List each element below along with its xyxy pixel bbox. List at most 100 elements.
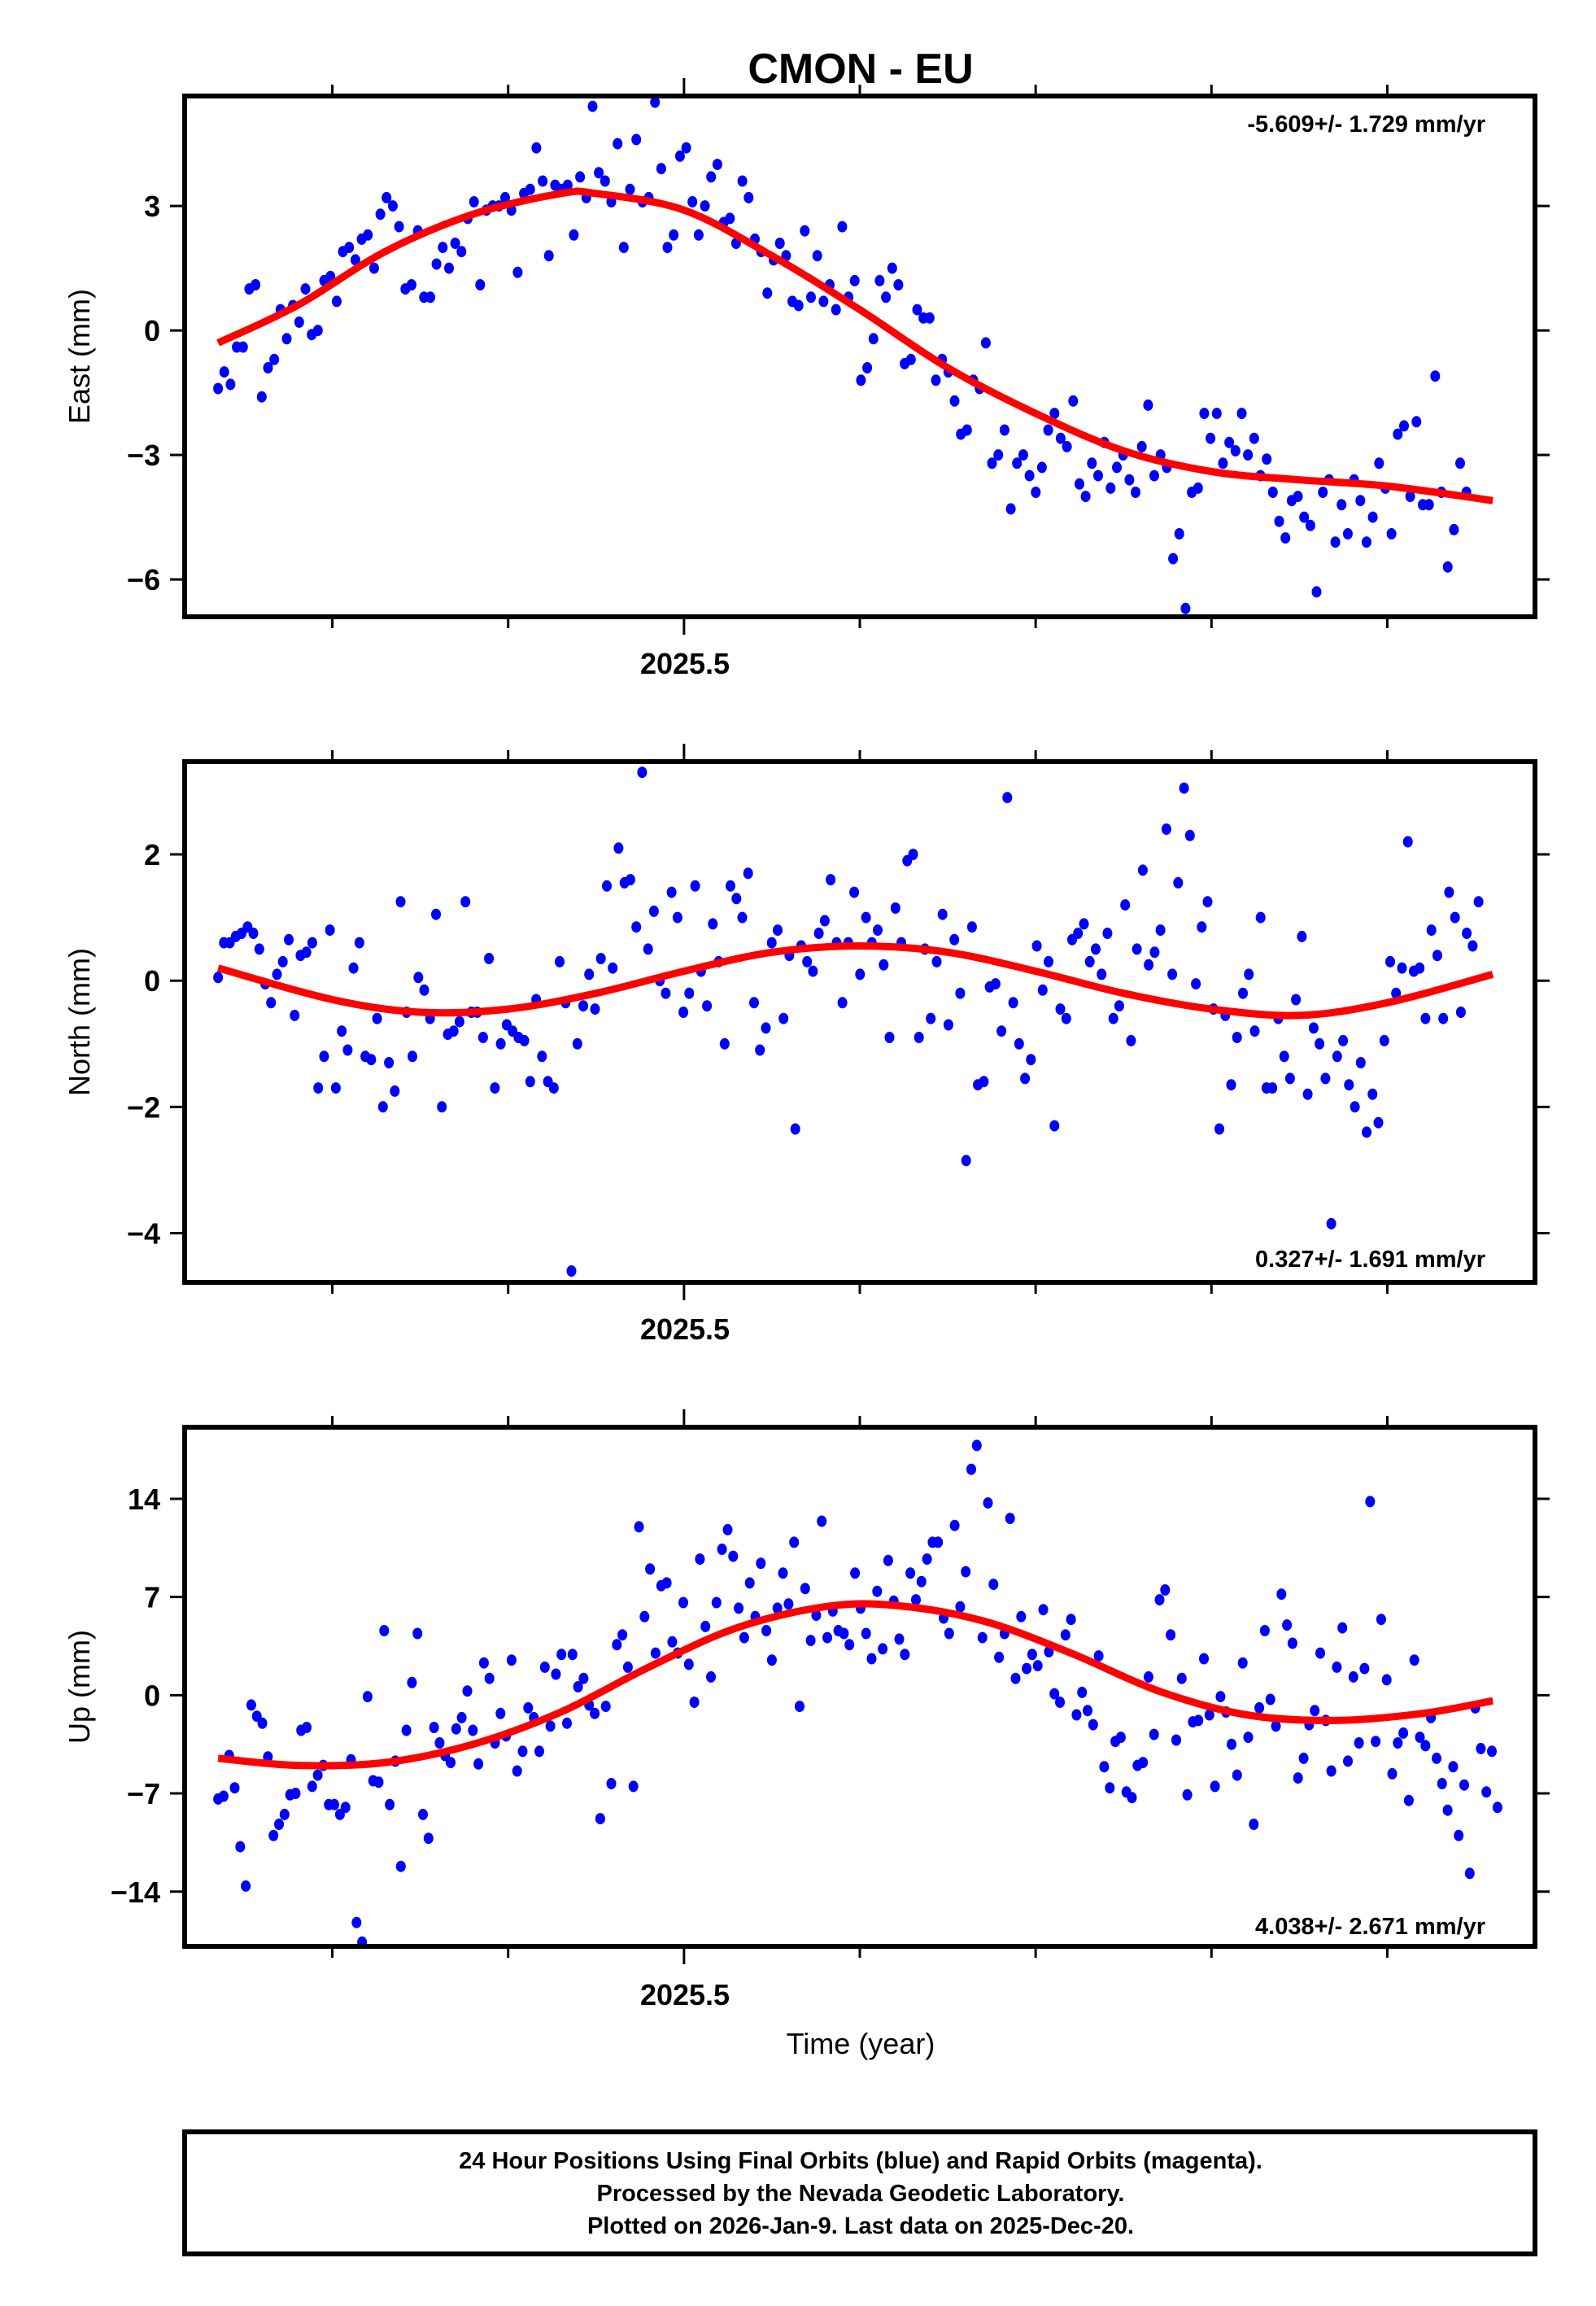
north-data-point — [1014, 1037, 1024, 1050]
north-data-point — [613, 842, 624, 854]
east-data-point — [1393, 428, 1403, 440]
up-data-point — [1481, 1786, 1492, 1798]
east-data-point — [1093, 469, 1103, 482]
east-data-point — [613, 138, 623, 150]
east-data-point — [475, 279, 486, 290]
up-data-point — [916, 1575, 927, 1588]
up-data-point — [218, 1790, 229, 1802]
east-data-point — [1211, 408, 1222, 420]
north-data-point — [631, 921, 642, 933]
east-data-point — [344, 242, 355, 254]
east-data-point — [800, 225, 810, 237]
east-data-point — [538, 175, 548, 187]
up-data-point — [1393, 1737, 1403, 1749]
north-data-point — [1037, 984, 1048, 996]
up-data-point — [1432, 1752, 1441, 1764]
north-data-point — [1144, 959, 1154, 971]
north-data-point — [1402, 836, 1413, 848]
east-data-point — [1143, 399, 1153, 411]
east-data-point — [1267, 487, 1278, 498]
up-data-point — [1199, 1653, 1209, 1665]
east-data-point — [812, 250, 822, 262]
north-data-point — [990, 978, 1001, 990]
east-data-point — [912, 304, 922, 316]
north-data-point — [1385, 955, 1395, 967]
east-data-point — [1361, 536, 1371, 548]
up-data-point — [1371, 1736, 1381, 1748]
east-data-point — [431, 258, 442, 270]
east-data-point — [375, 208, 386, 221]
up-data-point — [462, 1685, 473, 1697]
up-data-point — [695, 1553, 705, 1566]
north-data-point — [477, 1032, 488, 1043]
north-data-point — [354, 937, 364, 949]
up-data-point — [1315, 1647, 1325, 1659]
east-data-point — [587, 100, 598, 112]
north-data-point — [1426, 924, 1437, 937]
up-y-tick-label: −7 — [127, 1777, 160, 1810]
up-data-point — [1276, 1588, 1287, 1601]
north-data-point — [773, 924, 783, 937]
north-data-point — [979, 1076, 989, 1088]
up-data-point — [1409, 1654, 1419, 1666]
north-data-point — [1455, 1007, 1466, 1018]
north-data-point — [490, 1082, 500, 1094]
up-data-point — [241, 1880, 251, 1892]
up-data-point — [944, 1627, 954, 1640]
east-data-point — [438, 242, 448, 254]
up-data-point — [1254, 1701, 1265, 1714]
up-data-point — [606, 1778, 617, 1789]
up-data-point — [1354, 1737, 1364, 1749]
east-data-point — [1036, 461, 1047, 474]
east-data-point — [219, 366, 229, 378]
east-data-point — [1055, 432, 1066, 444]
north-data-point — [761, 1022, 771, 1034]
east-data-point — [818, 295, 829, 308]
up-data-point — [573, 1681, 583, 1692]
north-data-point — [1397, 962, 1407, 974]
north-data-point — [879, 959, 889, 971]
up-data-point — [379, 1625, 390, 1636]
up-data-point — [1487, 1745, 1497, 1758]
east-data-point — [650, 96, 661, 108]
north-data-point — [1202, 896, 1213, 908]
up-data-point — [1259, 1625, 1270, 1636]
up-data-point — [872, 1585, 883, 1597]
north-data-point — [1091, 943, 1101, 955]
north-data-point — [454, 1015, 464, 1028]
east-data-point — [700, 200, 710, 212]
up-data-point — [971, 1439, 982, 1452]
east-data-point — [1230, 445, 1241, 456]
north-data-point — [272, 968, 282, 980]
north-data-point — [290, 1009, 300, 1021]
east-data-point — [949, 395, 960, 407]
up-data-point — [484, 1672, 495, 1684]
east-data-point — [1124, 474, 1135, 486]
north-data-point — [908, 849, 918, 860]
east-data-point — [1031, 487, 1041, 498]
north-data-point — [778, 1012, 789, 1024]
east-data-point — [618, 242, 629, 254]
up-data-point — [351, 1916, 362, 1928]
up-data-point — [468, 1724, 478, 1736]
footer-box — [182, 2129, 1537, 2256]
up-data-point — [229, 1782, 240, 1794]
north-data-point — [1049, 1120, 1060, 1132]
north-data-point — [1084, 955, 1095, 967]
north-data-point — [584, 968, 595, 980]
up-data-point — [434, 1737, 445, 1749]
up-data-point — [423, 1832, 434, 1845]
east-data-point — [868, 333, 879, 345]
east-data-point — [631, 133, 642, 146]
north-data-point — [1179, 782, 1189, 794]
east-data-point — [1018, 449, 1028, 461]
up-data-point — [1492, 1802, 1502, 1814]
east-data-point — [687, 196, 698, 207]
north-data-point — [1197, 921, 1207, 933]
east-data-point — [387, 200, 398, 212]
up-data-point — [290, 1788, 301, 1799]
east-data-point — [1330, 536, 1341, 548]
east-data-point — [382, 191, 392, 203]
up-data-point — [911, 1594, 921, 1606]
